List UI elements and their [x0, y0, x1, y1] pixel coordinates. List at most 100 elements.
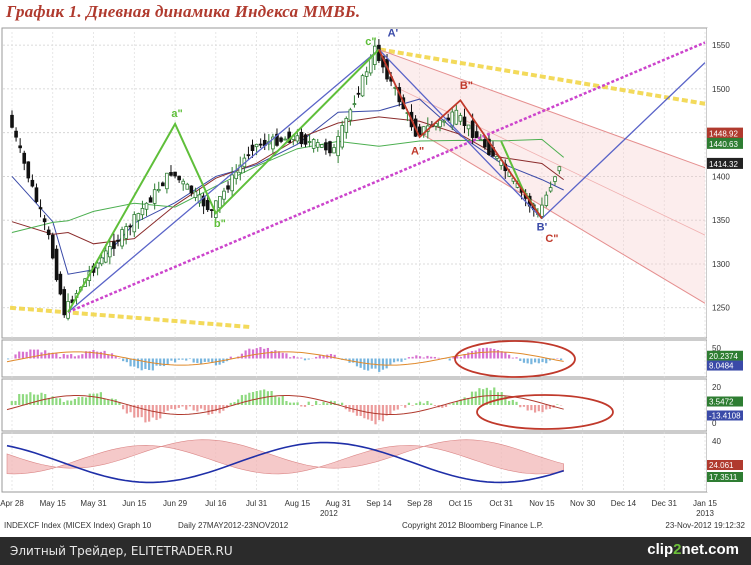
candle-body — [417, 126, 422, 136]
osc-bar — [545, 405, 548, 410]
candle-body — [544, 194, 549, 206]
osc-bar — [122, 358, 125, 362]
x-tick-label: Jan 15 — [693, 499, 718, 508]
osc-bar — [289, 357, 292, 359]
osc-bar — [533, 358, 537, 363]
candle-body — [148, 197, 153, 203]
osc-bar — [203, 405, 206, 411]
osc-bar — [25, 394, 28, 405]
osc-bar — [333, 401, 336, 405]
candle-body — [218, 195, 222, 209]
osc-bar — [363, 358, 366, 370]
info-copyright: Copyright 2012 Bloomberg Finance L.P. — [402, 521, 543, 530]
y-tick-label: 1500 — [712, 85, 730, 94]
osc-bar — [32, 394, 36, 405]
osc-bar — [55, 398, 58, 405]
osc-bar — [392, 358, 396, 363]
candle-body — [132, 214, 137, 233]
osc-bar — [14, 400, 17, 405]
osc-bar — [485, 387, 488, 405]
candle-body — [470, 120, 475, 138]
osc-bar — [344, 358, 347, 360]
wave-label: a" — [171, 108, 182, 120]
osc-bar — [84, 351, 88, 359]
y-tick-label: 1400 — [712, 172, 730, 181]
price-tag-text: 1448.92 — [709, 130, 738, 139]
info-date: 23-Nov-2012 19:12:32 — [665, 521, 745, 530]
osc-bar — [240, 353, 244, 359]
osc-bar — [181, 405, 184, 407]
x-tick-label: Sep 14 — [366, 499, 392, 508]
ma-fast — [11, 98, 564, 275]
candle-body — [62, 289, 67, 316]
candle-body — [454, 109, 459, 125]
osc-bar — [199, 405, 203, 409]
osc-y-tick: 50 — [712, 344, 721, 353]
osc-bar — [88, 351, 91, 359]
osc-bar — [404, 358, 407, 360]
clip2net-logo[interactable]: clip2net.com — [647, 541, 739, 558]
wave-label: C" — [545, 233, 558, 245]
candle-body — [10, 114, 14, 128]
osc-bar — [303, 405, 307, 407]
osc-bar — [463, 397, 466, 405]
osc-bar — [389, 405, 392, 415]
osc-bar — [541, 358, 544, 363]
osc-bar — [378, 405, 381, 421]
x-tick-label: Oct 15 — [449, 499, 473, 508]
x-axis: Apr 28 May 15 May 31 Jun 15 Jun 29 Jul 16 Jul … — [0, 499, 717, 518]
osc-bar — [456, 401, 459, 405]
osc-bar — [144, 358, 147, 370]
osc-bar — [70, 400, 73, 405]
osc-bar — [244, 350, 247, 359]
red-wave — [378, 49, 543, 220]
osc-bar — [140, 358, 143, 371]
osc-bar — [541, 405, 544, 413]
candle-body — [193, 191, 198, 198]
candle-body — [495, 156, 499, 159]
osc-tag-bg — [707, 472, 743, 482]
candle-body — [18, 145, 22, 149]
yellow-channel — [9, 47, 706, 329]
osc-bar — [66, 354, 69, 359]
candle-body — [328, 141, 332, 154]
osc-tag-text: 3.5472 — [709, 398, 734, 407]
osc-bar — [25, 351, 28, 359]
osc-bar — [537, 358, 540, 364]
candle-body — [222, 190, 226, 200]
osc-bar — [174, 405, 177, 410]
osc-bar — [18, 393, 21, 405]
price-tag-text: 1440.63 — [709, 140, 738, 149]
osc-tag-text: 17.3511 — [709, 473, 738, 482]
candle-body — [275, 133, 279, 146]
osc-bar — [62, 401, 65, 405]
candle-body — [487, 138, 491, 155]
osc-tag-text: -13.4108 — [709, 412, 741, 421]
candle-body — [246, 154, 251, 157]
osc-bar — [281, 352, 284, 359]
osc-bar — [255, 390, 258, 405]
osc-bar — [103, 350, 106, 359]
osc-bar — [426, 400, 429, 405]
osc3-line — [6, 441, 564, 484]
osc-bar — [315, 356, 318, 359]
candle-body — [462, 116, 467, 126]
osc-bar — [99, 351, 102, 359]
osc-bar — [285, 401, 288, 405]
candle-body — [128, 225, 133, 228]
osc-bar — [118, 402, 121, 405]
x-tick-label: Jun 15 — [122, 499, 147, 508]
red-channel-top — [378, 49, 706, 169]
osc-bar — [437, 357, 440, 359]
osc-bar — [129, 405, 132, 413]
osc-bar — [482, 348, 485, 359]
osc-bar — [244, 394, 247, 405]
osc-bar — [159, 358, 162, 366]
candle-body — [26, 161, 31, 179]
oscillator-2: 20 0 3.5472 -13.4108 — [6, 383, 743, 430]
candles — [10, 38, 562, 321]
osc-bar — [36, 394, 39, 405]
osc-bar — [448, 358, 451, 361]
divergence-ellipse — [476, 394, 614, 430]
